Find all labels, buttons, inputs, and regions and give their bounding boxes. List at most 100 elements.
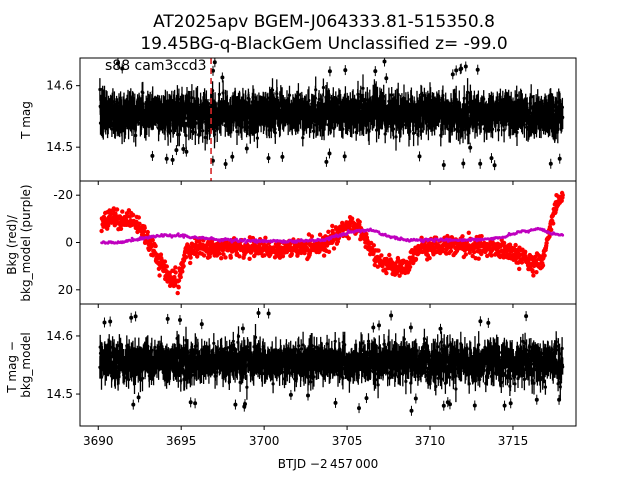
data-point bbox=[420, 358, 424, 362]
data-point bbox=[500, 121, 504, 125]
data-point bbox=[419, 369, 423, 373]
data-point bbox=[301, 113, 305, 117]
data-point bbox=[550, 114, 554, 119]
data-point bbox=[323, 118, 327, 122]
data-point bbox=[207, 350, 211, 354]
data-point bbox=[162, 103, 166, 107]
data-point bbox=[525, 106, 529, 110]
data-point bbox=[259, 118, 263, 122]
data-point bbox=[462, 365, 466, 369]
data-point bbox=[389, 124, 393, 129]
data-point bbox=[105, 352, 109, 356]
bkg-point bbox=[460, 234, 465, 239]
data-point bbox=[339, 362, 343, 366]
bkg-point bbox=[262, 253, 267, 258]
data-point bbox=[395, 99, 399, 103]
data-point bbox=[328, 104, 332, 108]
data-point bbox=[426, 124, 430, 128]
data-point bbox=[205, 353, 209, 357]
bkg-point bbox=[219, 256, 224, 261]
data-point bbox=[291, 102, 295, 106]
data-point bbox=[353, 354, 357, 358]
data-point bbox=[376, 116, 380, 120]
outlier-point bbox=[327, 69, 332, 74]
data-point bbox=[396, 104, 401, 108]
data-point bbox=[466, 90, 470, 94]
data-point bbox=[329, 123, 333, 127]
data-point bbox=[140, 369, 144, 373]
data-point bbox=[228, 105, 232, 109]
data-point bbox=[141, 91, 145, 95]
data-point bbox=[296, 121, 300, 125]
model-point bbox=[243, 237, 247, 241]
data-point bbox=[403, 350, 407, 354]
data-point bbox=[553, 103, 557, 107]
data-point bbox=[146, 344, 150, 348]
data-point bbox=[302, 120, 306, 124]
data-point bbox=[457, 101, 461, 105]
data-point bbox=[523, 341, 527, 345]
bkg-point bbox=[317, 232, 323, 237]
data-point bbox=[448, 112, 452, 116]
data-point bbox=[248, 364, 252, 368]
panel-tmag: s88 cam3ccd3 14.514.6 T mag bbox=[19, 57, 577, 185]
data-point bbox=[371, 95, 375, 99]
data-point bbox=[228, 345, 232, 350]
data-point bbox=[370, 107, 374, 111]
data-point bbox=[433, 122, 437, 126]
data-point bbox=[193, 360, 197, 364]
bkg-point bbox=[228, 255, 233, 260]
data-point bbox=[254, 355, 258, 359]
data-point bbox=[325, 342, 329, 346]
data-point bbox=[182, 346, 186, 351]
chart-title-line2: 19.45BG-q-BlackGem Unclassified z= -99.0 bbox=[140, 34, 507, 54]
data-point bbox=[375, 372, 380, 376]
data-point bbox=[142, 118, 146, 122]
data-point bbox=[267, 128, 271, 132]
bkg-point bbox=[150, 237, 155, 243]
data-point bbox=[215, 370, 219, 374]
data-point bbox=[183, 125, 187, 130]
data-point bbox=[320, 350, 324, 354]
data-point bbox=[167, 119, 171, 123]
data-point bbox=[109, 354, 113, 358]
data-point bbox=[192, 112, 196, 117]
outlier-point bbox=[211, 68, 215, 73]
data-point bbox=[476, 373, 480, 378]
data-point bbox=[547, 112, 552, 116]
data-point bbox=[553, 130, 557, 134]
data-point bbox=[358, 356, 363, 360]
data-point bbox=[550, 101, 555, 105]
data-point bbox=[443, 381, 447, 385]
data-point bbox=[328, 368, 332, 372]
bkg-point bbox=[280, 254, 286, 259]
bkg-point bbox=[178, 274, 183, 280]
data-point bbox=[437, 98, 441, 102]
bkg-y-label: Bkg (red)/ bkg_model (purple) bbox=[5, 184, 33, 301]
data-point bbox=[316, 110, 321, 114]
data-point bbox=[280, 94, 284, 98]
data-point bbox=[341, 353, 346, 357]
data-point bbox=[405, 116, 409, 120]
data-point bbox=[431, 119, 435, 123]
data-point bbox=[239, 111, 243, 115]
data-point bbox=[349, 368, 353, 372]
data-point bbox=[290, 110, 294, 114]
data-point bbox=[144, 125, 148, 129]
data-point bbox=[164, 118, 168, 122]
data-point bbox=[463, 110, 468, 114]
data-point bbox=[354, 351, 359, 355]
data-point bbox=[495, 98, 499, 102]
bkg-point bbox=[118, 226, 124, 231]
data-point bbox=[388, 106, 392, 110]
y-tick-label: -20 bbox=[53, 188, 73, 202]
data-point bbox=[501, 371, 505, 375]
data-point bbox=[408, 114, 413, 118]
data-point bbox=[422, 344, 426, 348]
data-point bbox=[115, 105, 120, 109]
data-point bbox=[443, 122, 447, 126]
bkg-point bbox=[542, 253, 547, 258]
bkg-point bbox=[445, 233, 450, 239]
data-point bbox=[351, 371, 355, 376]
data-point bbox=[463, 125, 467, 129]
